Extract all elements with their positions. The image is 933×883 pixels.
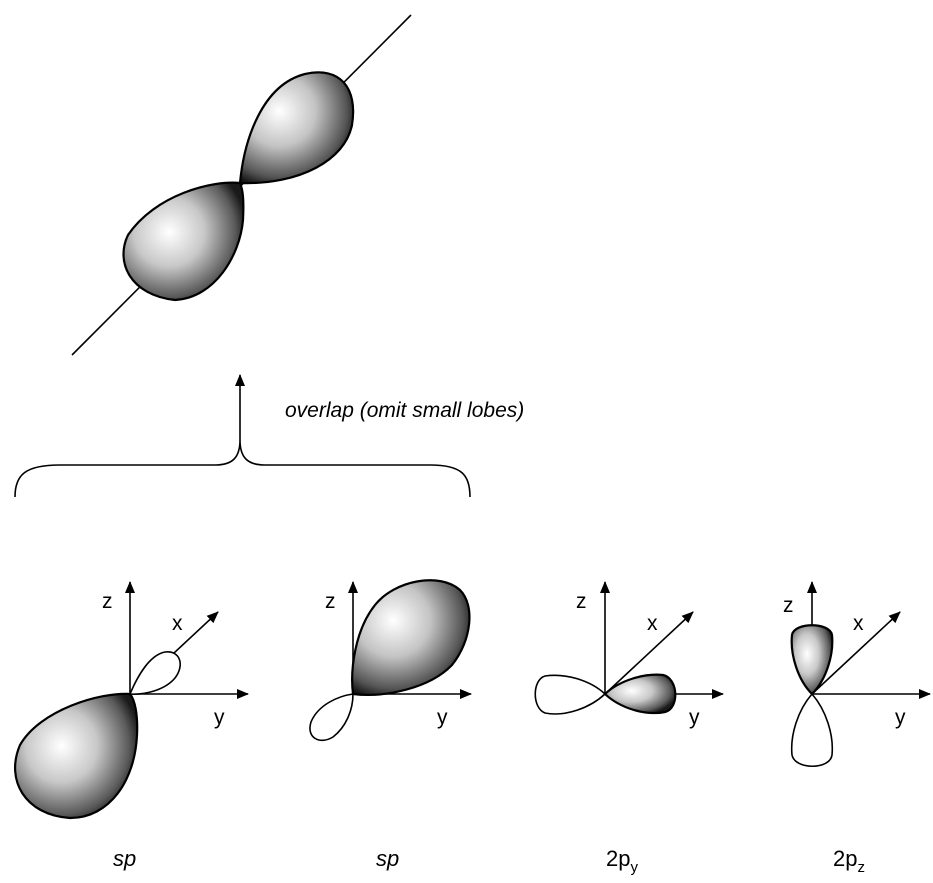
p-positive-lobe [790,624,834,696]
orbital-sp-2: z y sp [309,579,472,871]
sigma-bond-overlap [71,14,412,356]
sp-small-lobe [309,693,354,742]
x-label: x [853,612,864,635]
orbital-sp-1: z x y sp [14,581,249,871]
orbital-2pz: z x y 2pz [783,581,931,876]
x-axis [604,611,694,695]
overlap-caption: overlap (omit small lobes) [285,399,524,422]
orbital-name-label: 2pz [833,846,865,876]
overlap-lobe-upper [238,71,355,185]
x-axis [811,611,901,695]
z-label: z [325,590,336,613]
y-label: y [214,706,225,729]
overlap-annotation: overlap (omit small lobes) [14,374,524,498]
orbital-2py: z x y 2py [534,581,724,876]
orbital-subscript: z [857,859,865,876]
z-label: z [783,594,794,617]
p-negative-lobe [790,692,834,767]
grouping-brace [14,439,471,498]
orbital-subscript: y [630,859,638,876]
z-label: z [102,590,113,613]
p-positive-lobe [603,673,677,715]
y-label: y [689,706,700,729]
orbital-name-label: sp [113,846,136,871]
orbital-name-label: 2py [606,846,638,876]
x-label: x [647,612,658,635]
orbital-name-label: sp [376,846,399,871]
overlap-lobe-lower [122,181,245,302]
sp-small-lobe [128,651,181,695]
z-label: z [576,590,587,613]
x-label: x [172,612,183,635]
sp-large-lobe [14,692,139,820]
y-label: y [895,706,906,729]
p-negative-lobe [534,674,607,715]
y-label: y [437,706,448,729]
sp-large-lobe [351,579,471,696]
